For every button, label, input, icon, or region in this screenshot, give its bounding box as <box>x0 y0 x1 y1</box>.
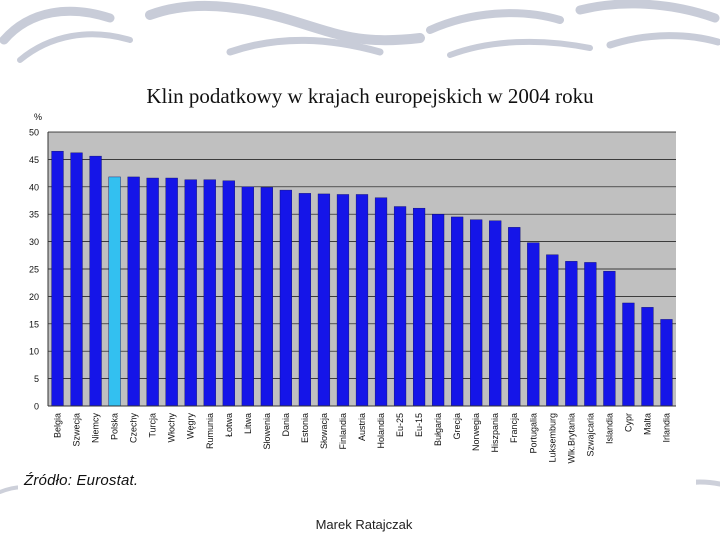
bar-s-owacja <box>317 193 331 407</box>
x-tick-label: Szwajcaria <box>585 413 595 457</box>
bar-malta <box>641 307 654 407</box>
bar-norwegia <box>470 219 483 407</box>
bar-bu-garia <box>432 213 445 407</box>
x-tick-label: Hiszpania <box>490 413 500 453</box>
slide-title: Klin podatkowy w krajach europejskich w … <box>146 84 594 108</box>
x-tick-label: Francja <box>509 413 519 443</box>
source-note: Źródło: Eurostat. <box>24 472 139 489</box>
bar-litwa <box>241 186 254 407</box>
x-tick-label: Polska <box>110 413 120 440</box>
x-tick-label: Austria <box>357 413 367 441</box>
bar-w-gry <box>184 179 197 407</box>
bar-irlandia <box>660 319 673 407</box>
y-tick-label: 35 <box>29 210 39 220</box>
x-tick-label: Cypr <box>623 413 633 432</box>
x-tick-label: Rumunia <box>205 413 215 449</box>
bar-szwecja <box>70 152 83 407</box>
bar-luksemburg <box>546 254 559 407</box>
x-tick-label: Belgia <box>53 413 63 438</box>
y-tick-label: 10 <box>29 347 39 357</box>
bar-portugalia <box>527 242 540 407</box>
y-tick-label: 25 <box>29 265 39 275</box>
y-tick-label: 40 <box>29 182 39 192</box>
bar-islandia <box>603 270 616 407</box>
chart-panel: 0 5 10 15 20 25 30 35 40 45 50% Belgia Szwecja Niemcy… <box>18 112 696 494</box>
y-axis-label: % <box>34 112 42 122</box>
x-tick-label: Czechy <box>129 413 139 444</box>
y-tick-label: 20 <box>29 292 39 302</box>
x-tick-label: Niemcy <box>91 413 101 444</box>
x-tick-label: Norwegia <box>471 413 481 451</box>
bar-w-ochy <box>165 177 178 407</box>
x-tick-label: Malta <box>642 413 652 435</box>
bar-austria <box>355 194 369 407</box>
x-tick-label: Słowacja <box>319 413 329 449</box>
x-tick-label: Eu-25 <box>395 413 405 437</box>
bar-wlk-brytania <box>565 261 578 407</box>
bar-polska <box>108 176 121 407</box>
bar-cypr <box>622 302 635 407</box>
x-tick-label: Wlk.Brytania <box>566 413 576 464</box>
y-tick-label: 0 <box>34 402 39 412</box>
x-tick-label: Słowenia <box>262 413 272 450</box>
x-tick-label: Irlandia <box>661 413 671 443</box>
bar-belgia <box>51 150 64 407</box>
bar-niemcy <box>89 155 102 407</box>
x-tick-label: Holandia <box>376 413 386 449</box>
x-tick-label: Finlandia <box>338 413 348 450</box>
bar-grecja <box>451 216 464 407</box>
x-tick-label: Estonia <box>300 413 310 443</box>
bar-turcja <box>146 177 159 407</box>
bar-chart: 0 5 10 15 20 25 30 35 40 45 50% Belgia Szwecja Niemcy… <box>29 112 676 464</box>
y-tick-label: 15 <box>29 319 39 329</box>
y-tick-label: 50 <box>29 128 39 138</box>
x-tick-label: Bułgaria <box>433 413 443 446</box>
bar-finlandia <box>336 194 350 407</box>
bar--otwa <box>222 180 235 407</box>
footer-author: Marek Ratajczak <box>315 517 413 532</box>
x-tick-label: Luksemburg <box>547 413 557 463</box>
bar-eu-15 <box>412 207 426 407</box>
x-tick-label: Węgry <box>186 413 196 440</box>
x-tick-label: Łotwa <box>224 413 234 437</box>
bar-dania <box>279 189 292 407</box>
x-tick-label: Litwa <box>243 413 253 434</box>
bar-estonia <box>298 193 312 407</box>
bar-hiszpania <box>489 220 502 407</box>
x-tick-label: Grecja <box>452 413 462 440</box>
bar-s-owenia <box>260 187 273 407</box>
bar-holandia <box>374 197 388 407</box>
x-tick-label: Dania <box>281 413 291 437</box>
decorative-swoosh-header <box>0 0 720 63</box>
bar-czechy <box>127 176 140 407</box>
x-tick-label: Włochy <box>167 413 177 443</box>
bar-szwajcaria <box>584 262 597 407</box>
x-tick-label: Islandia <box>604 413 614 444</box>
bar-francja <box>508 227 521 407</box>
x-tick-label: Turcja <box>148 413 158 438</box>
bar-eu-25 <box>393 206 407 407</box>
bar-rumunia <box>203 179 216 407</box>
x-tick-label: Portugalia <box>528 413 538 454</box>
y-tick-label: 45 <box>29 155 39 165</box>
x-tick-label: Szwecja <box>72 413 82 447</box>
x-tick-label: Eu-15 <box>414 413 424 437</box>
y-tick-label: 5 <box>34 374 39 384</box>
y-tick-label: 30 <box>29 237 39 247</box>
